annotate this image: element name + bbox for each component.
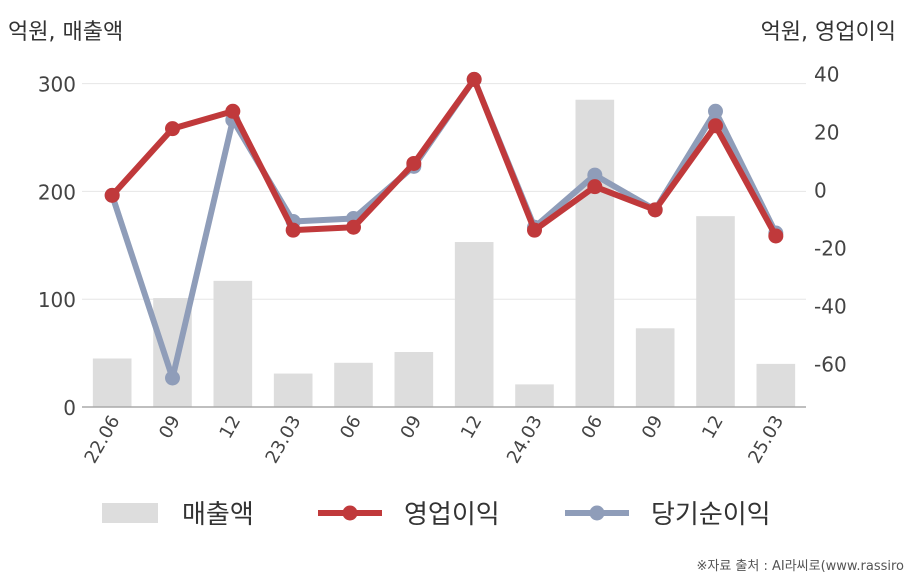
x-tick-label: 25.03 [744,412,788,467]
right-tick-label: -40 [814,295,847,319]
right-tick-label: 0 [814,179,827,203]
legend-item-매출액: 매출액 [102,500,254,530]
bar-매출액 [454,242,494,407]
source-note: ※자료 출처 : AI라씨로(www.rassiro [696,559,904,574]
legend: 매출액 영업이익 당기순이익 [102,500,771,530]
point-영업이익 [104,187,120,203]
right-axis-unit: 억원, 영업이익 [760,20,896,45]
bar-매출액 [575,99,615,407]
bar-매출액 [334,362,373,407]
right-tick-label: 40 [814,63,839,87]
point-영업이익 [587,179,603,195]
point-당기순이익 [708,103,723,119]
x-tick-label: 12 [698,412,728,442]
left-axis-unit: 억원, 매출액 [8,20,124,45]
bar-매출액 [394,352,434,407]
point-당기순이익 [165,370,180,386]
x-tick-label: 09 [638,412,668,442]
legend-label: 당기순이익 [651,500,771,530]
bar-매출액 [635,328,675,407]
x-axis-ticks: 22.06 09 12 23.03 06 09 12 24.03 06 09 12 25.03 [81,412,789,467]
right-tick-label: 20 [814,121,839,145]
bar-매출액 [696,216,735,407]
point-영업이익 [346,219,361,235]
x-tick-label: 09 [155,412,185,442]
series-영업이익 [104,71,784,244]
gridlines [82,83,806,300]
line-영업이익 [109,76,779,239]
point-영업이익 [285,222,301,238]
point-영업이익 [225,103,241,119]
legend-swatch [102,503,158,523]
legend-label: 매출액 [182,500,254,530]
x-tick-label: 06 [336,412,366,442]
point-영업이익 [406,155,422,171]
point-당기순이익 [587,167,603,183]
bar-매출액 [756,363,796,407]
bar-매출액 [213,280,253,407]
bar-매출액 [273,373,313,407]
bar-매출액 [515,384,554,407]
point-영업이익 [647,202,663,218]
left-axis-ticks: 0 100 200 300 [38,73,76,420]
right-tick-label: -20 [814,237,847,261]
left-tick-label: 100 [38,288,76,312]
x-tick-label: 12 [457,412,487,442]
point-영업이익 [527,222,542,238]
left-tick-label: 200 [38,180,76,204]
x-tick-label: 24.03 [503,412,547,467]
x-tick-label: 12 [216,412,246,442]
legend-swatch-marker [589,505,605,521]
line-series [104,71,784,386]
point-영업이익 [165,121,180,137]
right-axis-ticks: -60 -40 -20 0 20 40 [814,63,847,377]
left-tick-label: 300 [38,73,76,97]
legend-label: 영업이익 [404,500,500,530]
point-영업이익 [466,71,482,87]
x-tick-label: 23.03 [262,412,306,467]
bar-series [92,99,796,407]
point-영업이익 [708,118,723,134]
x-tick-label: 22.06 [81,412,125,467]
x-tick-label: 09 [397,412,427,442]
legend-item-당기순이익: 당기순이익 [565,500,771,530]
left-tick-label: 0 [63,396,76,420]
bar-매출액 [92,358,132,407]
legend-item-영업이익: 영업이익 [318,500,500,530]
legend-swatch-marker [342,505,358,521]
x-tick-label: 06 [578,412,608,442]
point-영업이익 [768,228,784,244]
right-tick-label: -60 [814,353,847,377]
